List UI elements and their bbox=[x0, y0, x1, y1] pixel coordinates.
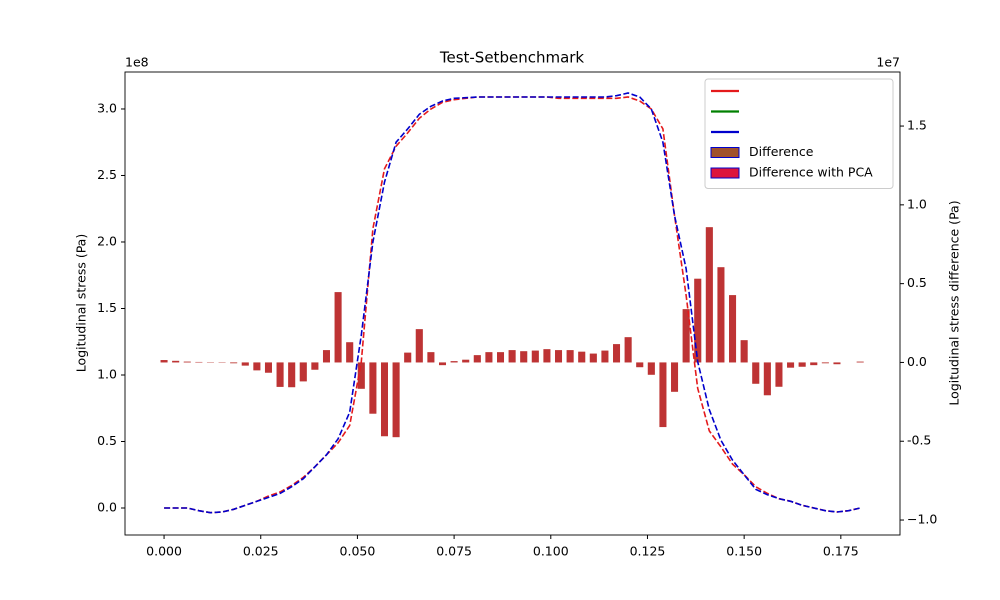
bar bbox=[253, 362, 261, 371]
bar bbox=[601, 350, 609, 363]
x-tick-label: 0.000 bbox=[146, 544, 182, 559]
plot-frame bbox=[124, 71, 901, 536]
bar bbox=[589, 353, 597, 363]
bar bbox=[264, 362, 272, 373]
bar bbox=[160, 360, 168, 363]
y-offset: 1e8 bbox=[125, 55, 149, 70]
y2-axis-label: Logitudinal stress difference (Pa) bbox=[947, 200, 962, 405]
bar bbox=[415, 329, 423, 363]
y-tick-label: 2.0 bbox=[97, 233, 117, 248]
bar bbox=[763, 362, 771, 396]
x-tick-label: 0.025 bbox=[243, 544, 279, 559]
bar bbox=[740, 340, 748, 363]
y2-tick-label: -0.5 bbox=[907, 433, 931, 448]
bar bbox=[357, 362, 365, 389]
bar bbox=[856, 361, 864, 363]
bar bbox=[555, 350, 563, 363]
bar bbox=[392, 362, 400, 438]
bar bbox=[183, 361, 191, 363]
bar bbox=[299, 362, 307, 382]
bar bbox=[497, 352, 505, 363]
legend-box bbox=[704, 78, 894, 189]
bar bbox=[810, 362, 818, 366]
y2-tick-label: −1.0 bbox=[907, 512, 937, 527]
y-tick-label: 1.0 bbox=[97, 366, 117, 381]
bar bbox=[729, 295, 737, 363]
bar bbox=[462, 359, 470, 363]
x-tick-label: 0.175 bbox=[823, 544, 859, 559]
legend-patch bbox=[710, 167, 740, 179]
bar bbox=[311, 362, 319, 370]
bar bbox=[230, 362, 238, 364]
bar bbox=[578, 351, 586, 363]
bar bbox=[172, 360, 180, 363]
chart-title: Test-Setbenchmark bbox=[439, 49, 585, 67]
y2-tick-label: 1.0 bbox=[907, 196, 927, 211]
y-tick-label: 1.5 bbox=[97, 300, 117, 315]
bar bbox=[485, 352, 493, 363]
bar bbox=[671, 362, 679, 392]
bar bbox=[346, 342, 354, 363]
bar bbox=[566, 350, 574, 363]
x-tick-label: 0.075 bbox=[436, 544, 472, 559]
x-tick-label: 0.125 bbox=[630, 544, 666, 559]
bar bbox=[439, 362, 447, 366]
bar bbox=[404, 352, 412, 363]
bar bbox=[636, 362, 644, 368]
bar bbox=[821, 362, 829, 364]
bar bbox=[613, 344, 621, 363]
bar bbox=[752, 362, 760, 384]
x-tick-label: 0.100 bbox=[533, 544, 569, 559]
bar bbox=[276, 362, 284, 387]
y-axis-label: Logitudinal stress (Pa) bbox=[74, 234, 89, 372]
line bbox=[164, 92, 861, 514]
bar bbox=[241, 362, 249, 366]
bar bbox=[369, 362, 377, 414]
bar bbox=[380, 362, 388, 437]
y2-tick-label: 0.0 bbox=[907, 354, 927, 369]
bar bbox=[508, 350, 516, 363]
legend-label: Difference with PCA bbox=[749, 165, 873, 180]
bar bbox=[647, 362, 655, 375]
y-tick-label: 0.5 bbox=[97, 433, 117, 448]
bar bbox=[450, 361, 458, 363]
y2-tick-label: 0.5 bbox=[907, 275, 927, 290]
bar bbox=[682, 309, 690, 363]
bar bbox=[543, 349, 551, 363]
line bbox=[164, 96, 861, 514]
bar bbox=[717, 267, 725, 363]
bar bbox=[705, 227, 713, 363]
bar bbox=[787, 362, 795, 368]
legend-patch bbox=[710, 147, 740, 158]
y-tick-label: 3.0 bbox=[97, 100, 117, 115]
x-tick-label: 0.050 bbox=[340, 544, 376, 559]
y2-offset: 1e7 bbox=[876, 55, 900, 70]
legend-label: Difference bbox=[749, 144, 814, 159]
bar bbox=[775, 362, 783, 387]
bar bbox=[659, 362, 667, 428]
bar bbox=[427, 352, 435, 363]
bar bbox=[798, 362, 806, 367]
bar bbox=[473, 355, 481, 363]
bar bbox=[833, 362, 841, 365]
x-tick-label: 0.150 bbox=[726, 544, 762, 559]
bar bbox=[334, 292, 342, 363]
bar bbox=[531, 350, 539, 363]
bar bbox=[694, 278, 702, 363]
bar bbox=[288, 362, 296, 388]
bar bbox=[624, 337, 632, 363]
y2-tick-label: 1.5 bbox=[907, 118, 927, 133]
y-tick-label: 2.5 bbox=[97, 167, 117, 182]
bar bbox=[322, 350, 330, 363]
bar bbox=[520, 351, 528, 363]
y-tick-label: 0.0 bbox=[97, 499, 117, 514]
